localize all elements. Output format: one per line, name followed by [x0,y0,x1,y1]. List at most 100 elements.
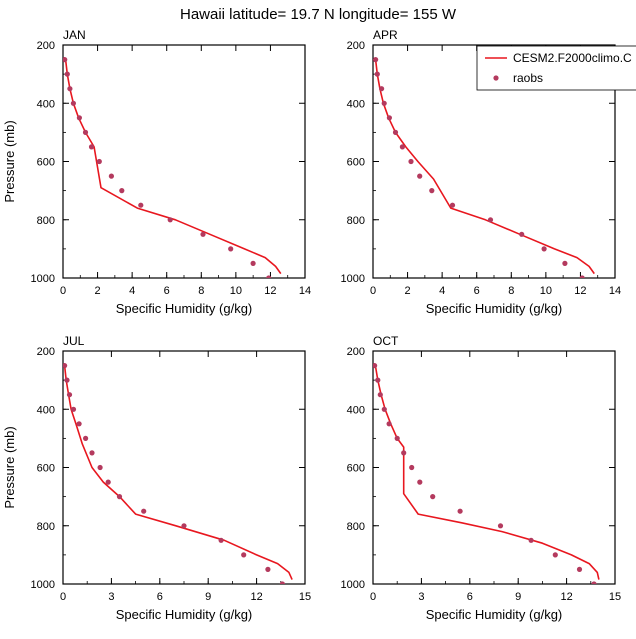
y-tick-label: 400 [37,98,55,110]
y-tick-label: 200 [37,40,55,52]
raobs-point [265,566,271,573]
legend-obs-label: raobs [513,71,543,85]
raobs-point [64,71,70,77]
x-axis-label: Specific Humidity (g/kg) [116,301,253,316]
x-tick-label: 12 [560,591,572,603]
x-tick-label: 6 [474,285,480,297]
raobs-point [497,523,504,529]
raobs-point [457,508,463,514]
x-tick-label: 6 [157,591,163,603]
raobs-point [83,435,89,441]
raobs-point [562,260,568,266]
x-axis-label: Specific Humidity (g/kg) [116,607,253,622]
raobs-point [591,581,597,584]
x-axis-label: Specific Humidity (g/kg) [426,301,563,316]
raobs-point [82,129,89,135]
x-tick-label: 15 [609,591,621,603]
x-tick-label: 0 [370,285,376,297]
raobs-point [394,435,400,441]
panel-title: JUL [63,334,85,348]
y-tick-label: 400 [347,404,365,416]
raobs-point [116,494,123,500]
raobs-point [417,173,423,179]
raobs-point [576,566,583,573]
raobs-point [88,144,95,150]
raobs-point [63,57,68,63]
raobs-point [377,392,383,398]
panel-title: APR [373,28,398,42]
raobs-point [64,377,70,383]
panel-oct: 0 3 6 9 12 15 200 400 600 800 1000 OCT Specific Humi… [341,334,622,622]
panel-title: OCT [373,334,399,348]
raobs-point [373,363,378,369]
raobs-point [541,246,547,252]
panel-jan: 0 2 4 6 8 10 12 14 200 400 600 800 1000 JAN Specific H… [2,28,311,316]
x-tick-label: 0 [370,591,376,603]
y-tick-label: 800 [37,215,55,227]
raobs-point [449,202,456,208]
y-tick-label: 600 [347,157,365,169]
raobs-point [108,173,114,179]
data-area [373,57,595,278]
y-tick-label: 1000 [341,579,365,591]
y-tick-label: 800 [347,521,365,533]
raobs-point [279,581,285,584]
raobs-point [408,158,414,165]
raobs-point [519,231,525,237]
raobs-point [105,479,111,485]
raobs-point [250,260,256,266]
x-tick-label: 9 [515,591,521,603]
raobs-point [417,479,423,485]
raobs-point [218,537,224,543]
x-tick-label: 14 [609,285,621,297]
raobs-point [76,115,82,121]
x-tick-label: 12 [264,285,276,297]
raobs-point [266,275,272,278]
raobs-point [181,523,187,529]
x-tick-label: 6 [467,591,473,603]
x-tick-label: 12 [250,591,262,603]
raobs-point [374,71,380,77]
raobs-point [138,202,144,208]
raobs-point [392,129,399,135]
x-tick-label: 14 [299,285,311,297]
y-tick-label: 200 [37,346,55,358]
raobs-point [528,537,534,543]
raobs-point [379,86,385,92]
raobs-point [70,406,77,412]
model-series-line [374,365,600,580]
raobs-point [241,552,247,558]
raobs-point [119,188,125,194]
raobs-point [66,392,73,398]
y-tick-label: 400 [37,404,55,416]
legend-obs-swatch [493,75,499,81]
x-tick-label: 8 [198,285,204,297]
raobs-point [430,494,436,500]
model-series-line [374,59,595,275]
raobs-point [373,57,379,63]
x-tick-label: 0 [60,285,66,297]
data-area [63,57,282,278]
raobs-point [97,464,103,471]
legend: CESM2.F2000climo.C raobs [476,45,636,91]
raobs-point [487,217,494,223]
y-tick-label: 600 [37,463,55,475]
figure-title: Hawaii latitude= 19.7 N longitude= 155 W [180,6,457,23]
y-tick-label: 600 [37,157,55,169]
raobs-point [399,144,405,150]
x-tick-label: 2 [95,285,101,297]
raobs-point [375,377,381,383]
y-tick-label: 800 [37,521,55,533]
y-tick-label: 1000 [341,273,365,285]
x-tick-label: 9 [205,591,211,603]
x-tick-label: 8 [508,285,514,297]
raobs-point [429,188,435,194]
x-tick-label: 4 [439,285,445,297]
y-axis-label: Pressure (mb) [2,426,17,508]
panel-apr: 0 2 4 6 8 10 12 14 200 400 600 800 1000 APR Specific H… [341,28,636,316]
data-area [373,363,600,584]
raobs-point [409,464,415,471]
x-tick-label: 3 [418,591,424,603]
